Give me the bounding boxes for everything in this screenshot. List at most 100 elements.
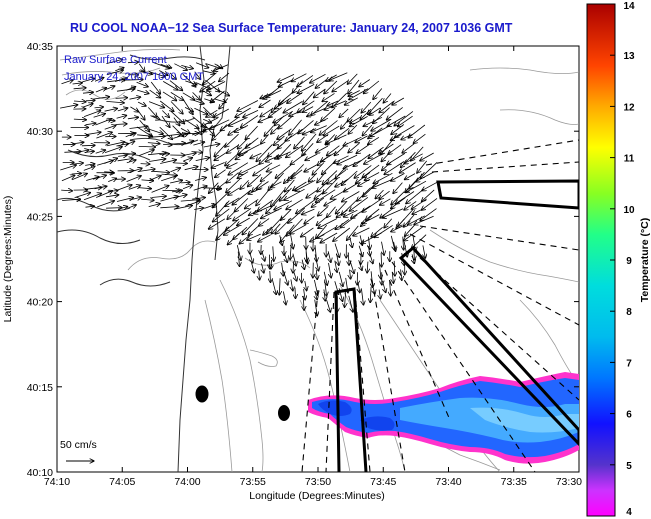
current-vector xyxy=(118,207,128,210)
current-vector xyxy=(95,119,112,126)
current-vector xyxy=(73,88,87,89)
current-vector xyxy=(227,233,240,245)
current-vector xyxy=(94,186,107,189)
current-vector xyxy=(125,87,136,91)
current-vector xyxy=(302,143,314,156)
y-tick-label: 40:25 xyxy=(27,211,53,223)
current-vector xyxy=(136,109,145,120)
current-vector xyxy=(214,143,227,157)
x-tick-label: 74:00 xyxy=(174,476,200,488)
current-vector xyxy=(104,158,117,164)
current-vector xyxy=(202,72,217,85)
current-vector xyxy=(320,232,338,243)
current-vector xyxy=(403,226,423,241)
current-vector xyxy=(161,115,170,127)
current-vector xyxy=(212,208,230,222)
current-vector xyxy=(403,236,404,251)
current-vector xyxy=(193,142,204,145)
current-vector xyxy=(301,208,315,215)
current-vector xyxy=(355,172,371,183)
current-vector xyxy=(294,272,297,281)
colorbar-tick-label: 5 xyxy=(626,461,632,472)
radar-station-marker xyxy=(195,385,209,403)
current-vector xyxy=(343,209,358,217)
current-vector xyxy=(391,197,406,209)
current-vector xyxy=(349,88,369,100)
current-vector xyxy=(359,261,362,271)
current-vector xyxy=(104,125,116,130)
current-vector xyxy=(406,188,424,204)
current-vector xyxy=(412,207,425,214)
current-vector xyxy=(147,128,164,134)
current-vector xyxy=(323,178,338,194)
current-vector xyxy=(343,160,362,169)
current-vector xyxy=(126,176,142,182)
current-vector xyxy=(170,92,184,100)
current-vector xyxy=(127,168,142,174)
colorbar-tick-label: 11 xyxy=(624,154,635,165)
current-vector xyxy=(279,187,292,201)
current-vector xyxy=(115,98,128,99)
current-vector xyxy=(193,186,208,191)
current-vector xyxy=(372,179,393,189)
current-vector xyxy=(245,125,258,139)
current-vector xyxy=(149,71,165,77)
current-vector xyxy=(183,158,192,161)
current-vector xyxy=(365,208,380,220)
current-vector xyxy=(271,125,281,134)
current-vector xyxy=(138,150,154,156)
current-vector xyxy=(414,245,415,261)
current-vector xyxy=(321,160,336,175)
x-axis-label: Longitude (Degrees:Minutes) xyxy=(249,490,384,502)
current-vector xyxy=(242,218,259,235)
current-vector xyxy=(170,168,181,173)
current-vector xyxy=(278,115,294,129)
current-vector xyxy=(391,124,405,135)
current-vector xyxy=(248,226,259,235)
current-vector xyxy=(320,151,337,162)
current-vector xyxy=(318,206,328,216)
current-vector xyxy=(283,250,288,263)
y-tick-label: 40:20 xyxy=(27,297,53,309)
current-vector xyxy=(361,232,382,244)
current-vector xyxy=(395,125,415,138)
current-vector xyxy=(173,163,187,164)
current-vector xyxy=(384,161,405,175)
x-tick-label: 73:55 xyxy=(240,476,266,488)
current-vector xyxy=(141,180,154,181)
current-vector xyxy=(382,241,385,256)
x-tick-label: 73:45 xyxy=(370,476,396,488)
current-vector xyxy=(125,141,135,145)
current-vector xyxy=(71,173,87,181)
current-vector xyxy=(296,199,316,214)
current-vector xyxy=(355,135,368,143)
current-vector xyxy=(211,162,225,169)
current-vector xyxy=(326,145,340,156)
current-vector xyxy=(106,142,125,147)
current-vector xyxy=(301,227,314,237)
current-vector xyxy=(239,144,260,156)
current-vector xyxy=(367,261,368,273)
current-vector xyxy=(126,154,135,155)
current-vector xyxy=(316,270,317,280)
current-vector xyxy=(214,151,228,160)
current-vector xyxy=(313,262,314,278)
current-vector xyxy=(275,151,291,159)
current-vector xyxy=(171,190,183,192)
current-vector xyxy=(106,208,122,209)
current-vector xyxy=(315,117,329,125)
current-vector xyxy=(83,111,101,117)
current-vector xyxy=(275,217,292,234)
current-vector xyxy=(258,218,270,227)
current-vector xyxy=(259,270,260,281)
radar-coverage-lines xyxy=(301,139,579,472)
current-vector xyxy=(237,217,250,226)
current-vector xyxy=(159,126,173,139)
current-vector xyxy=(402,143,415,153)
current-vector xyxy=(390,281,391,296)
current-vector xyxy=(105,195,119,197)
current-vector xyxy=(386,107,403,120)
current-vector xyxy=(95,88,107,93)
current-vector xyxy=(174,63,187,70)
current-vector xyxy=(238,251,239,267)
